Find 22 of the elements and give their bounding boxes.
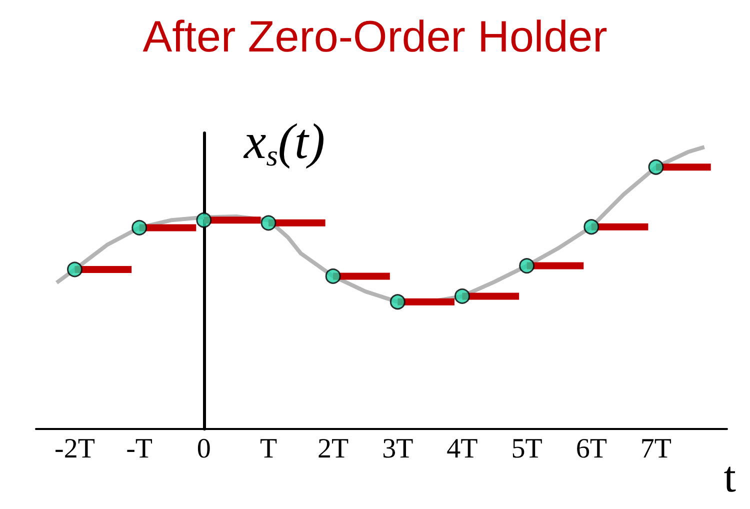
x-tick-label: 5T (511, 434, 542, 464)
point (260, 215, 276, 231)
x-tick-label: 6T (576, 434, 607, 464)
x-tick-label: 2T (318, 434, 349, 464)
x-tick-label: -T (126, 434, 153, 464)
point (454, 288, 470, 304)
point (67, 262, 82, 278)
point (390, 294, 406, 310)
point (132, 220, 148, 236)
x-tick-label: 0 (196, 434, 211, 464)
point (325, 268, 341, 284)
x-tick-label: 3T (382, 434, 414, 464)
point (519, 258, 535, 274)
point (196, 212, 212, 228)
x-tick-label: T (260, 434, 278, 464)
point (584, 219, 600, 235)
point (648, 159, 664, 175)
x-tick-label: 7T (640, 434, 672, 464)
x-tick-label: 4T (446, 434, 478, 464)
x-tick-label: -2T (54, 434, 95, 464)
chart-title: After Zero-Order Holder (142, 12, 608, 62)
x-axis-title: t (724, 452, 736, 502)
